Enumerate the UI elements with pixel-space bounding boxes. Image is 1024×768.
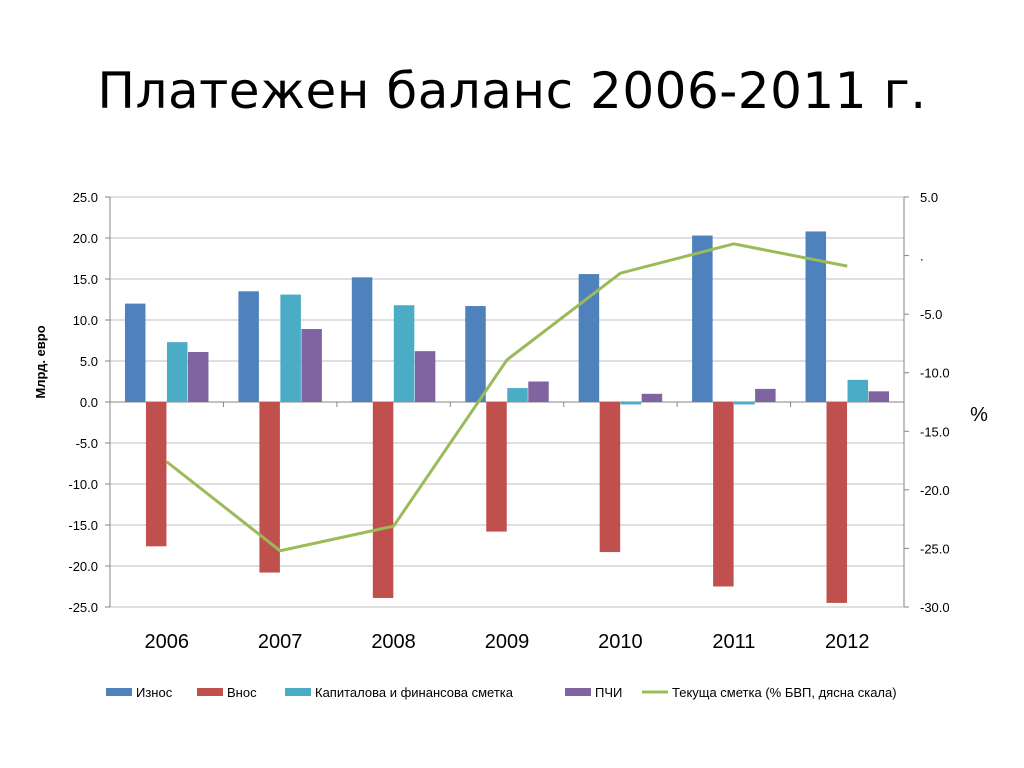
legend-label: Текуща сметка (% БВП, дясна скала) [672,685,897,700]
bar-4 [414,351,436,402]
right-axis-tick-label: 5.0 [920,190,938,205]
right-axis-tick-label: -15.0 [920,424,950,439]
bar-1 [692,235,713,402]
left-axis-label: Млрд. евро [33,325,48,398]
chart-tick-labels: 25.0 20.0 15.0 10.0 5.0 0.0 -5.0 -10.0 -15.0 -20.… [68,190,949,653]
legend-swatch [197,688,223,696]
bar-4 [868,391,890,402]
left-axis-tick-label: 25.0 [73,190,98,205]
legend-swatch [285,688,311,696]
bar-3 [734,402,755,405]
legend-label: ПЧИ [595,685,622,700]
bar-2 [599,402,621,553]
bar-2 [486,402,507,532]
left-axis-tick-label: -25.0 [68,600,98,615]
chart-legend: Износ Внос Капиталова и финансова сметка ПЧ… [106,685,897,700]
right-axis-tick-label: -30.0 [920,600,950,615]
category-label: 2007 [258,631,303,653]
left-axis-tick-label: -15.0 [68,518,98,533]
bar-1 [238,291,259,402]
right-axis-label: % [970,404,988,426]
chart-line [165,242,848,553]
bar-3 [507,388,528,402]
bar-2 [713,402,734,587]
chart-bars [124,231,890,603]
category-label: 2009 [485,631,530,653]
chart-axes [105,196,909,608]
legend-label: Капиталова и финансова сметка [315,685,514,700]
left-axis-tick-label: 20.0 [73,231,98,246]
category-label: 2012 [825,631,870,653]
bar-2 [372,402,394,598]
bar-4 [301,329,322,402]
bar-2 [259,402,280,573]
bar-3 [166,342,188,402]
chart-gridlines [110,196,904,608]
bar-4 [528,381,549,402]
slide-title: Платежен баланс 2006-2011 г. [97,62,927,120]
right-axis-tick-label: -25.0 [920,541,950,556]
category-label: 2006 [144,631,189,653]
bar-3 [847,379,869,402]
bar-4 [187,351,209,402]
bar-1 [578,274,600,402]
bar-1 [124,303,146,402]
bar-1 [805,231,827,402]
left-axis-tick-label: -20.0 [68,559,98,574]
left-axis-tick-label: -10.0 [68,477,98,492]
legend-label: Внос [227,685,257,700]
legend-swatch [565,688,591,696]
category-label: 2010 [598,631,643,653]
bar-1 [351,277,373,402]
legend-swatch [106,688,132,696]
current-account-line [165,242,848,553]
left-axis-tick-label: -5.0 [76,436,98,451]
category-label: 2011 [712,631,755,653]
bar-2 [145,402,167,547]
right-axis-tick-label: . [920,249,924,264]
right-axis-tick-label: -5.0 [920,307,942,322]
left-axis-tick-label: 5.0 [80,354,98,369]
bar-3 [280,294,301,402]
category-label: 2008 [371,631,416,653]
bar-2 [826,402,848,603]
left-axis-tick-label: 0.0 [80,395,98,410]
chart-axis-labels: Млрд. евро% [33,325,988,426]
bar-3 [620,402,642,405]
bar-3 [393,305,415,402]
left-axis-tick-label: 15.0 [73,272,98,287]
bar-1 [465,306,486,402]
legend-label: Износ [136,685,173,700]
left-axis-tick-label: 10.0 [73,313,98,328]
right-axis-tick-label: -20.0 [920,483,950,498]
right-axis-tick-label: -10.0 [920,366,950,381]
bar-4 [755,388,776,402]
bar-4 [641,393,663,402]
